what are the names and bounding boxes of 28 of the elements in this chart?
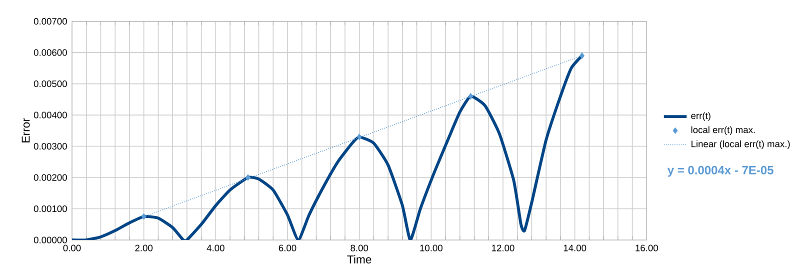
point [141,213,146,220]
legend-label: Linear (local err(t) max.) [692,140,790,150]
y-tick-label: 0.00100 [34,205,67,212]
y-axis-title: Error [22,118,30,142]
point [580,52,584,59]
x-tick-label: 12.00 [492,244,514,252]
text: y = 0.0004x - 7E-05 [667,166,774,177]
x-axis-title: Time [347,255,372,264]
legend-label: err(t) [691,112,710,121]
y-tick-label: 0.00600 [34,49,67,56]
y-tick-label: 0.00500 [34,80,67,88]
point [356,134,362,140]
y-tick-label: 0.00400 [34,112,67,118]
x-tick-label: 2.00 [135,244,153,252]
x-tick-label: 10.00 [420,244,442,252]
y-tick-label: 0.00700 [34,18,67,25]
y-tick-label: 0.00000 [34,236,67,244]
y-tick-label: 0.00200 [34,174,67,181]
x-tick-label: 4.00 [206,244,224,252]
point [468,93,474,100]
legend-label: local err(t) max. [691,126,755,135]
point [246,174,250,181]
y-tick-label: 0.00300 [34,142,67,150]
x-tick-label: 0.00 [63,244,81,252]
x-tick-label: 6.00 [278,244,296,252]
x-tick-label: 16.00 [636,244,658,252]
x-tick-label: 8.00 [350,244,368,252]
x-tick-label: 14.00 [564,244,586,252]
